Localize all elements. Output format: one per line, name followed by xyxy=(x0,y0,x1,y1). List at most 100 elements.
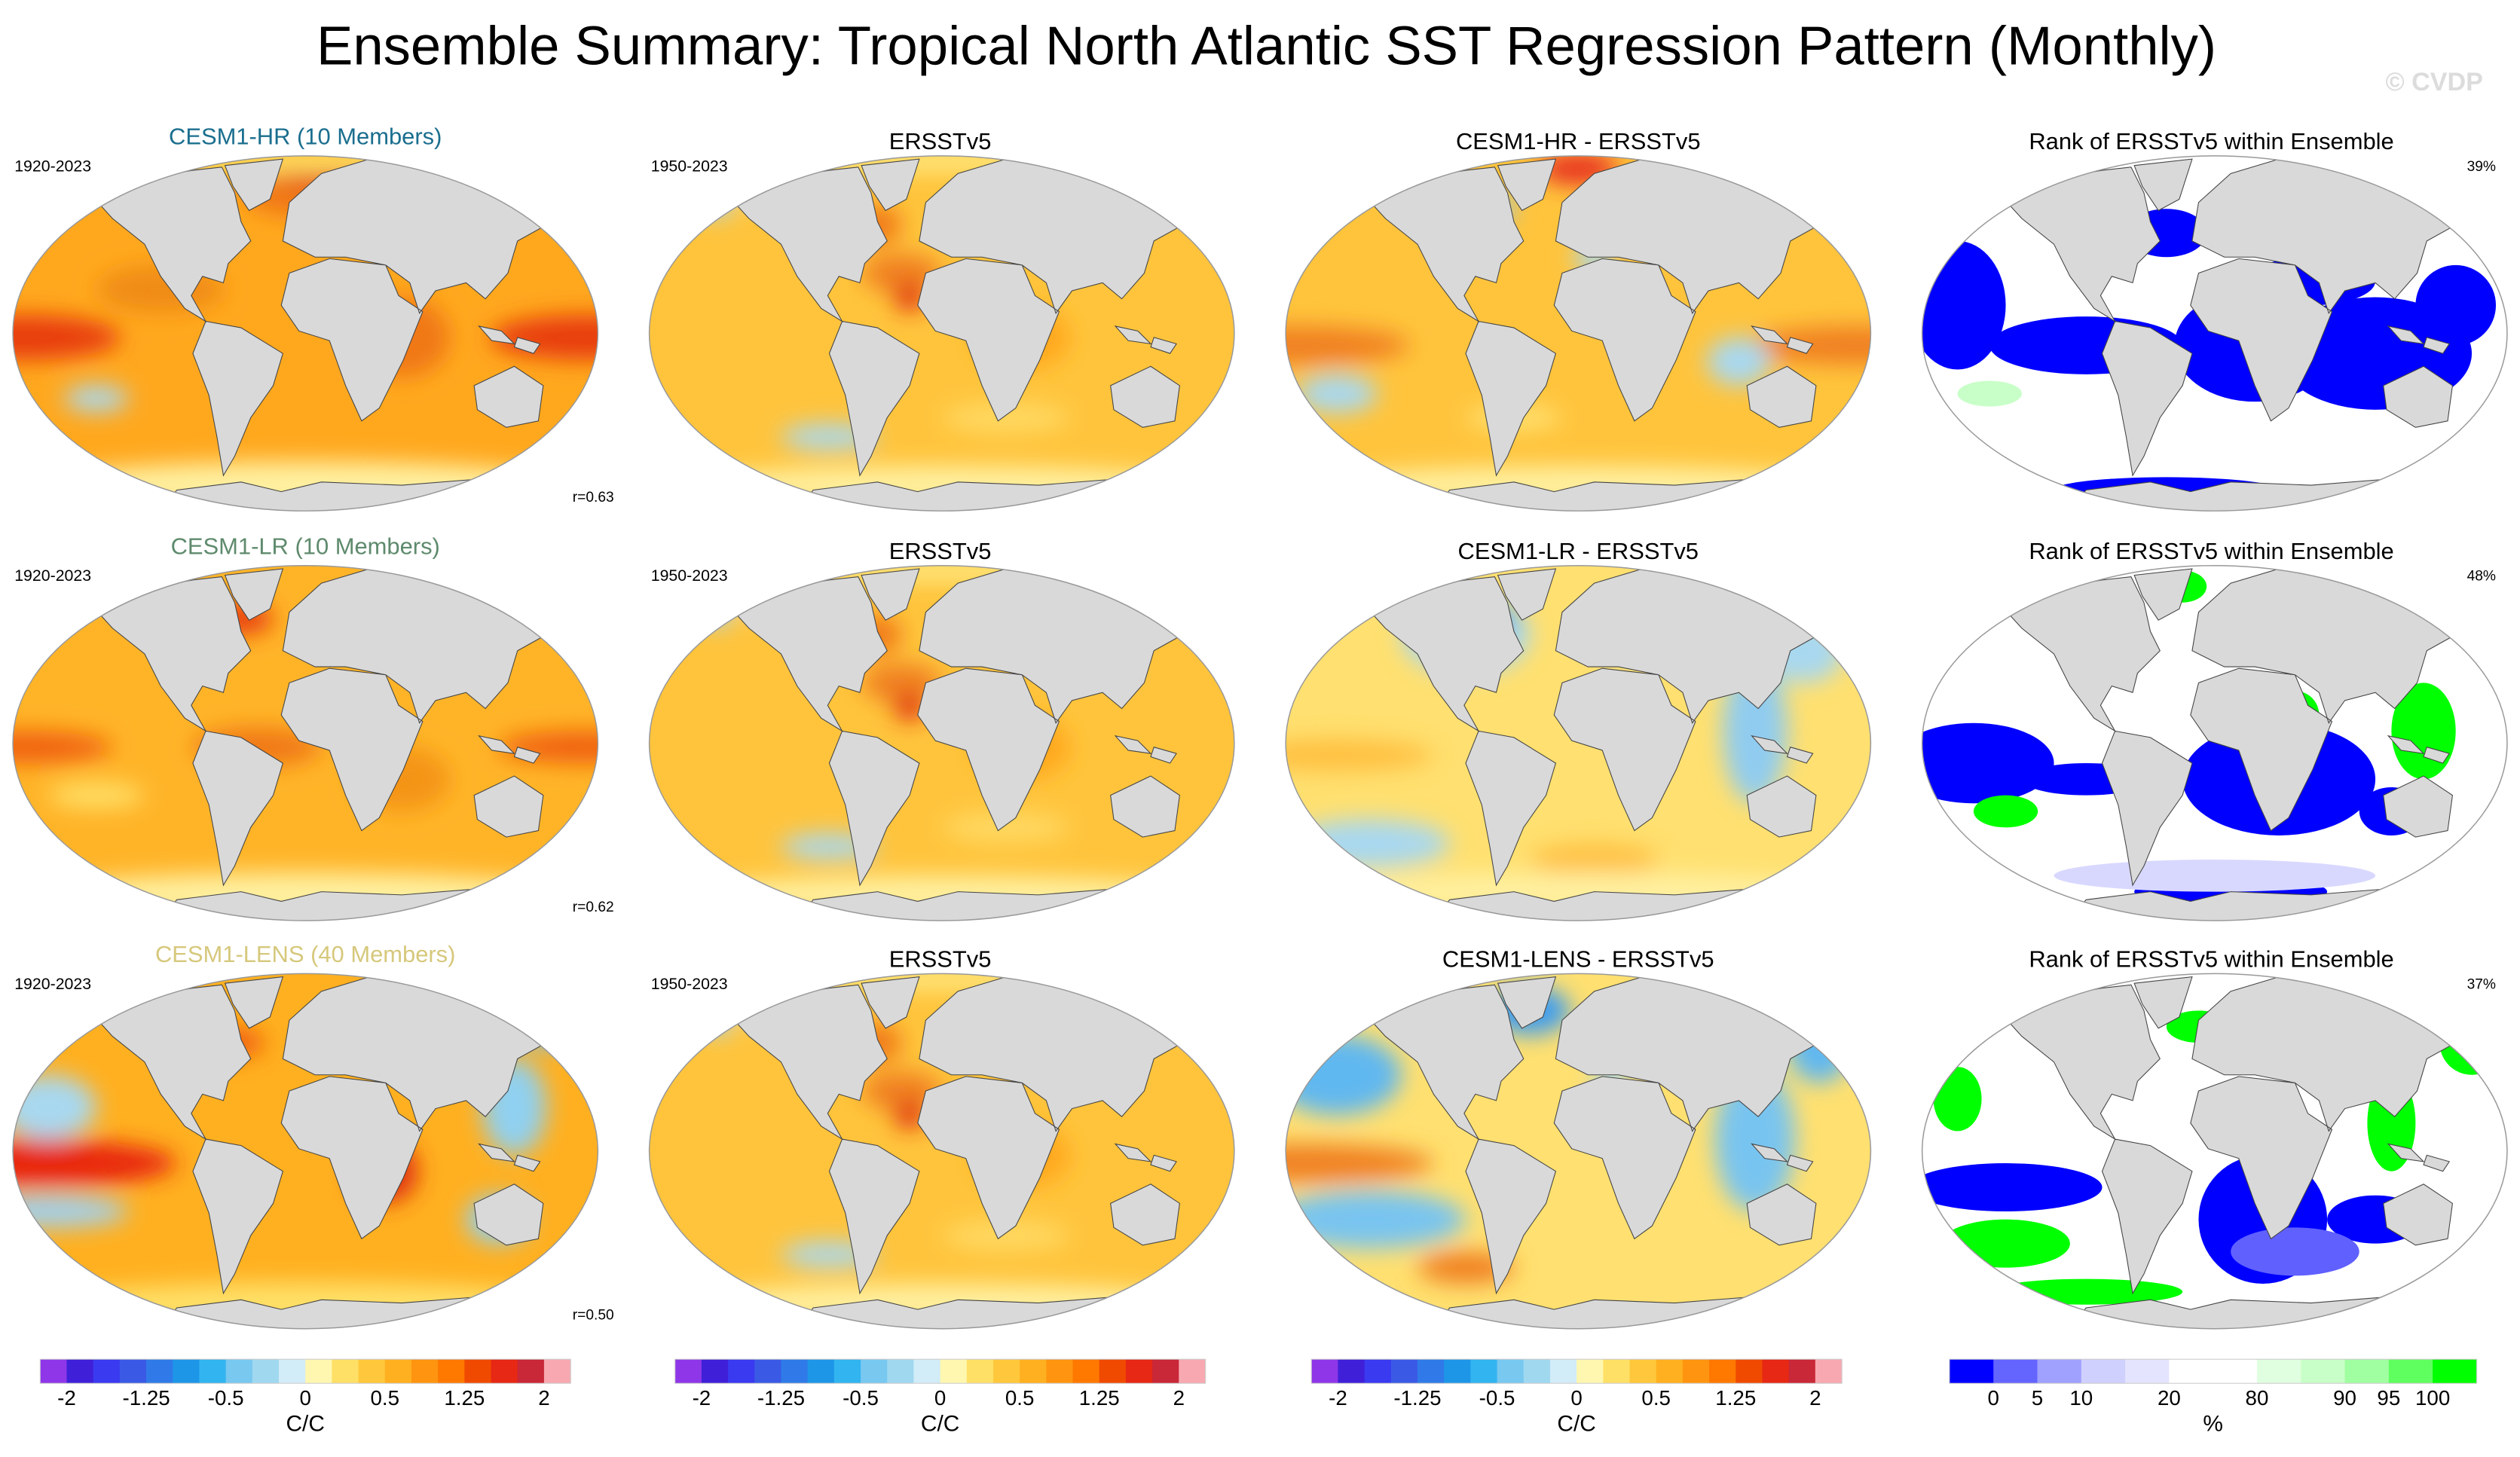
map-border xyxy=(12,155,599,512)
map-field xyxy=(13,155,598,512)
map-panel xyxy=(1285,155,1872,512)
colorbar-tick-label: -2 xyxy=(57,1386,76,1410)
map-panel xyxy=(12,564,599,921)
colorbar-box xyxy=(2213,1359,2258,1384)
field-blob xyxy=(490,315,598,360)
field-blob xyxy=(1933,1067,1982,1132)
colorbar: -2 -1.25 -0.5 0 0.5 1.25 2 C/C xyxy=(1310,1358,1843,1437)
field-blob xyxy=(13,731,113,764)
colorbar-box xyxy=(992,1359,1020,1384)
colorbar-box xyxy=(1709,1359,1736,1384)
map-field xyxy=(1922,973,2507,1329)
field-blob xyxy=(700,194,733,217)
colorbar-tick-label: 0 xyxy=(299,1386,310,1410)
map-panel xyxy=(1285,564,1872,921)
map-field xyxy=(649,973,1234,1329)
colorbar-box xyxy=(332,1359,359,1384)
colorbar-tick-label: -2 xyxy=(1329,1386,1347,1410)
colorbar-tick-label: 1.25 xyxy=(1715,1386,1756,1410)
colorbar-tick-label: 95 xyxy=(2377,1386,2400,1410)
colorbar-box xyxy=(1736,1359,1763,1384)
field-blob xyxy=(1922,722,2054,804)
colorbar-tick-label: 10 xyxy=(2069,1386,2093,1410)
colorbar-box xyxy=(2301,1359,2346,1384)
model-title: CESM1-LR (10 Members) xyxy=(171,533,440,559)
colorbar-box xyxy=(1390,1359,1418,1384)
model-years: 1920-2023 xyxy=(14,567,91,585)
field-blob xyxy=(13,1195,129,1228)
map-panel xyxy=(648,155,1235,512)
colorbar-box xyxy=(2433,1359,2478,1384)
field-blob xyxy=(700,1012,733,1035)
colorbar-box xyxy=(384,1359,412,1384)
map-border xyxy=(12,973,599,1330)
colorbar-tick-label: 0 xyxy=(1987,1386,1999,1410)
colorbar-box xyxy=(2081,1359,2126,1384)
colorbar-box xyxy=(199,1359,227,1384)
map-border xyxy=(12,564,599,921)
colorbar-box xyxy=(252,1359,280,1384)
colorbar-box xyxy=(754,1359,782,1384)
field-blob xyxy=(1286,1034,1402,1116)
colorbar-box xyxy=(861,1359,888,1384)
field-blob xyxy=(1418,1251,1514,1284)
colorbar-tick-label: 2 xyxy=(1173,1386,1185,1410)
colorbar: 0 5 10 20 80 90 95 100% xyxy=(1949,1358,2478,1437)
observed-title: ERSSTv5 xyxy=(889,946,992,973)
colorbar-box xyxy=(305,1359,333,1384)
map-field xyxy=(1286,973,1871,1329)
map-border xyxy=(1921,155,2508,512)
rank-percent: 37% xyxy=(2467,976,2496,992)
colorbar-frame xyxy=(39,1358,571,1384)
colorbar-box xyxy=(1523,1359,1551,1384)
field-blob xyxy=(941,402,1071,434)
field-blob xyxy=(861,663,942,702)
map-panel xyxy=(12,973,599,1330)
colorbar-box xyxy=(1949,1359,1994,1384)
colorbar-box xyxy=(966,1359,994,1384)
field-blob xyxy=(1747,325,1871,365)
observed-years: 1950-2023 xyxy=(651,157,728,175)
field-blob xyxy=(1714,1067,1796,1212)
map-field xyxy=(13,565,598,921)
colorbar-box xyxy=(940,1359,968,1384)
colorbar-box xyxy=(119,1359,147,1384)
map-panel xyxy=(1285,973,1872,1330)
colorbar-frame xyxy=(1949,1358,2477,1384)
map-panel xyxy=(1921,155,2508,512)
map-panel xyxy=(12,155,599,512)
map-border xyxy=(1285,564,1872,921)
watermark: © CVDP xyxy=(2386,68,2483,96)
colorbar-box xyxy=(1762,1359,1790,1384)
field-blob xyxy=(498,731,598,764)
colorbar-box xyxy=(411,1359,439,1384)
colorbar-box xyxy=(728,1359,755,1384)
colorbar-box xyxy=(2169,1359,2214,1384)
colorbar-box xyxy=(781,1359,809,1384)
field-blob xyxy=(1957,380,2022,407)
colorbar-tick-label: 1.25 xyxy=(1079,1386,1120,1410)
difference-title: CESM1-HR - ERSSTv5 xyxy=(1456,128,1701,154)
rank-title: Rank of ERSSTv5 within Ensemble xyxy=(2029,946,2393,973)
field-blob xyxy=(941,1219,1071,1252)
colorbar-box xyxy=(1549,1359,1577,1384)
map-border xyxy=(1921,973,2508,1330)
field-blob xyxy=(1723,658,1788,804)
field-blob xyxy=(47,782,145,808)
colorbar-box xyxy=(1682,1359,1710,1384)
map-border xyxy=(1921,564,2508,921)
colorbar-box xyxy=(1179,1359,1206,1384)
colorbar-tick-label: 20 xyxy=(2158,1386,2181,1410)
map-panel xyxy=(648,564,1235,921)
map-panel xyxy=(1921,973,2508,1330)
colorbar-box xyxy=(1338,1359,1366,1384)
map-field xyxy=(1286,155,1871,512)
field-blob xyxy=(1286,1190,1466,1249)
difference-title: CESM1-LR - ERSSTv5 xyxy=(1458,538,1699,564)
colorbar-box xyxy=(1152,1359,1179,1384)
colorbar-units: % xyxy=(2203,1412,2223,1437)
colorbar-box xyxy=(173,1359,200,1384)
rank-percent: 39% xyxy=(2467,159,2496,175)
